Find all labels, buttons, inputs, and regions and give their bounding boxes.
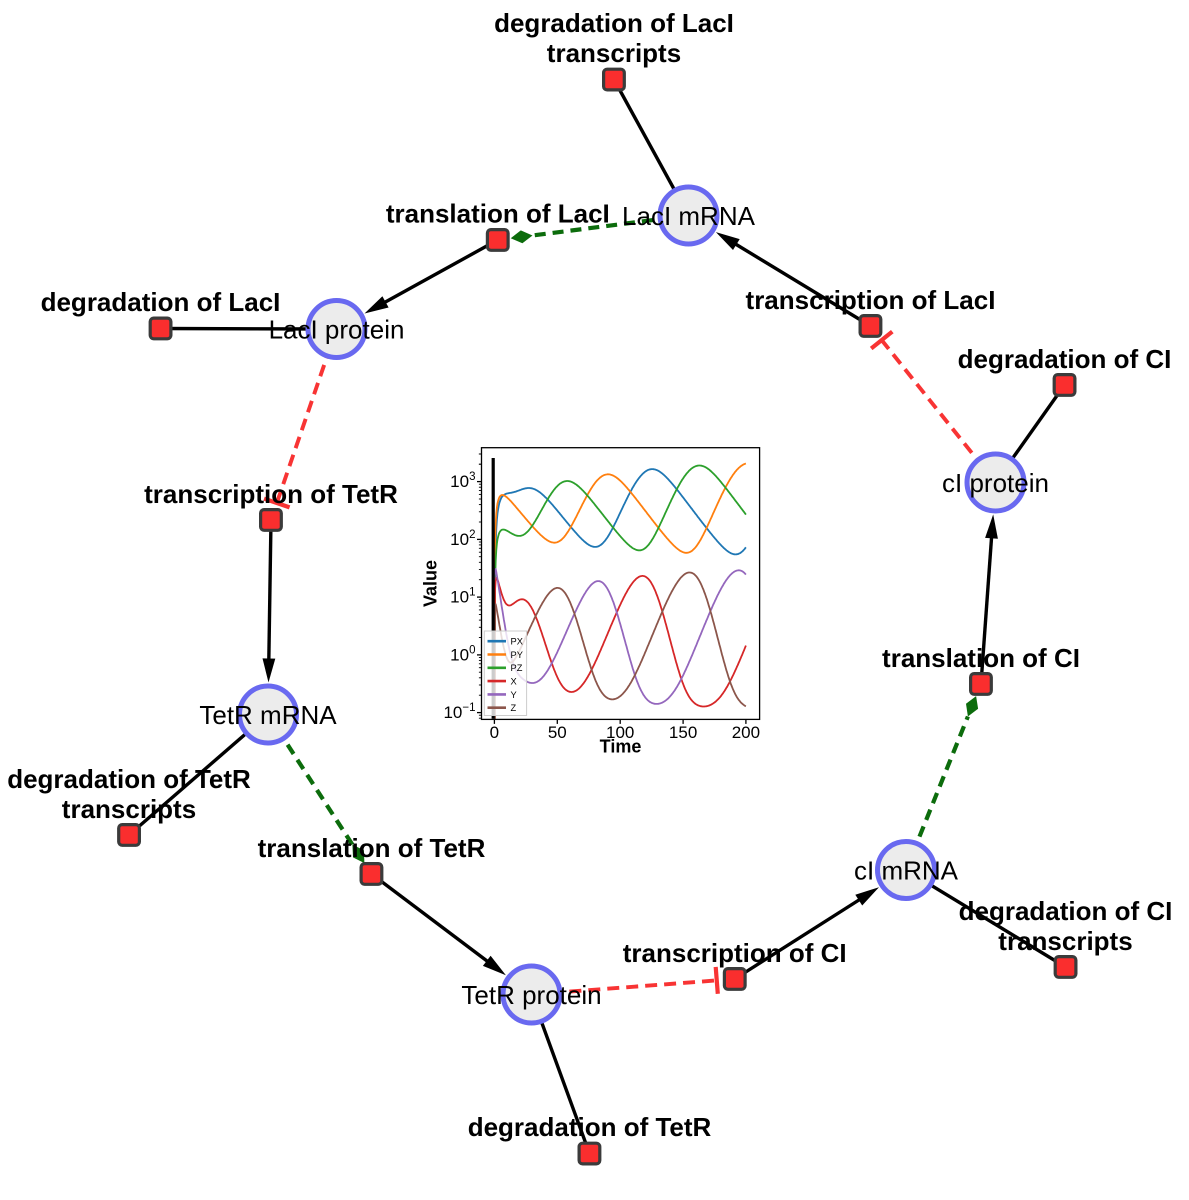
svg-text:degradation of TetR: degradation of TetR	[7, 764, 251, 794]
svg-text:translation of LacI: translation of LacI	[386, 199, 610, 229]
svg-text:transcription of TetR: transcription of TetR	[144, 479, 398, 509]
svg-text:PX: PX	[511, 637, 523, 647]
svg-text:X: X	[511, 677, 517, 687]
svg-text:150: 150	[669, 723, 697, 742]
svg-text:50: 50	[548, 723, 567, 742]
svg-text:degradation of CI: degradation of CI	[958, 344, 1172, 374]
svg-text:Z: Z	[511, 703, 517, 713]
svg-text:LacI protein: LacI protein	[269, 315, 405, 345]
svg-text:PY: PY	[511, 650, 523, 660]
svg-text:transcripts: transcripts	[547, 38, 681, 68]
svg-text:Time: Time	[600, 737, 642, 757]
svg-text:cI mRNA: cI mRNA	[854, 856, 959, 886]
svg-text:transcription of CI: transcription of CI	[623, 938, 847, 968]
svg-text:transcripts: transcripts	[62, 794, 196, 824]
svg-text:degradation of LacI: degradation of LacI	[494, 8, 734, 38]
svg-text:degradation of LacI: degradation of LacI	[41, 287, 281, 317]
svg-text:degradation of CI: degradation of CI	[959, 896, 1173, 926]
svg-text:translation of CI: translation of CI	[882, 643, 1080, 673]
svg-text:Y: Y	[511, 690, 517, 700]
svg-text:degradation of TetR: degradation of TetR	[468, 1112, 712, 1142]
svg-text:transcripts: transcripts	[998, 926, 1132, 956]
svg-text:LacI mRNA: LacI mRNA	[622, 201, 756, 231]
svg-text:200: 200	[732, 723, 760, 742]
svg-text:translation of TetR: translation of TetR	[258, 833, 486, 863]
svg-text:TetR mRNA: TetR mRNA	[199, 700, 337, 730]
svg-text:Value: Value	[421, 560, 441, 607]
svg-text:cI protein: cI protein	[942, 468, 1049, 498]
svg-text:TetR protein: TetR protein	[461, 980, 601, 1010]
svg-text:PZ: PZ	[511, 663, 523, 673]
svg-text:100: 100	[606, 723, 634, 742]
svg-text:0: 0	[490, 723, 499, 742]
svg-text:transcription of LacI: transcription of LacI	[746, 285, 996, 315]
